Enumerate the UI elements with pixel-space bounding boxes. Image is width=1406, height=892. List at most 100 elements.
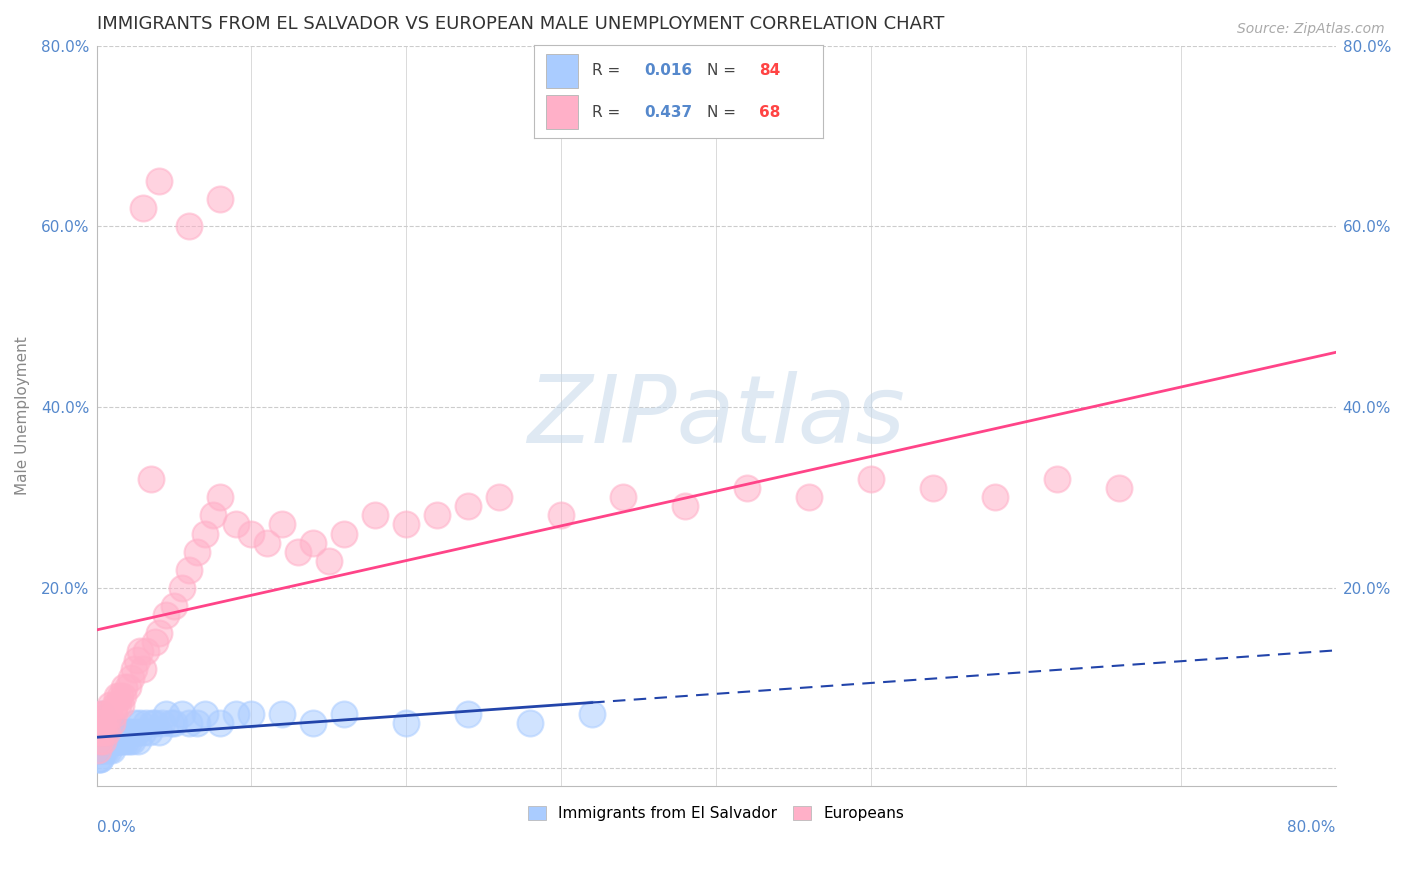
Point bbox=[170, 707, 193, 722]
Point bbox=[100, 725, 122, 739]
Point bbox=[122, 662, 145, 676]
Point bbox=[256, 535, 278, 549]
Point bbox=[96, 734, 118, 748]
Point bbox=[91, 734, 114, 748]
Point bbox=[115, 734, 138, 748]
Point bbox=[101, 725, 124, 739]
Point bbox=[333, 707, 356, 722]
Point bbox=[457, 707, 479, 722]
Point bbox=[519, 716, 541, 731]
FancyBboxPatch shape bbox=[546, 95, 578, 129]
Point bbox=[179, 716, 201, 731]
Point bbox=[921, 481, 943, 495]
Point bbox=[114, 680, 136, 694]
Point bbox=[108, 725, 131, 739]
Text: 0.016: 0.016 bbox=[644, 63, 692, 78]
Point bbox=[90, 707, 112, 722]
Point bbox=[103, 725, 125, 739]
Point bbox=[90, 734, 112, 748]
Point bbox=[124, 716, 146, 731]
Point bbox=[91, 743, 114, 757]
Point bbox=[103, 734, 125, 748]
Point bbox=[111, 734, 134, 748]
Point bbox=[87, 743, 110, 757]
Text: 80.0%: 80.0% bbox=[1286, 820, 1336, 835]
Point bbox=[148, 725, 170, 739]
Point bbox=[179, 219, 201, 234]
Point bbox=[426, 508, 449, 523]
Point bbox=[96, 725, 118, 739]
Point bbox=[155, 707, 177, 722]
Point bbox=[94, 734, 117, 748]
Point bbox=[108, 689, 131, 703]
Point bbox=[194, 526, 217, 541]
Point bbox=[90, 725, 112, 739]
Point bbox=[107, 734, 129, 748]
Point bbox=[132, 202, 155, 216]
Point bbox=[105, 734, 128, 748]
Point bbox=[138, 725, 160, 739]
Point bbox=[87, 725, 110, 739]
Point bbox=[90, 725, 112, 739]
Point bbox=[110, 698, 132, 713]
Point bbox=[94, 716, 117, 731]
Point bbox=[93, 725, 115, 739]
Point bbox=[457, 500, 479, 514]
Point bbox=[118, 734, 141, 748]
Point bbox=[201, 508, 224, 523]
Point bbox=[87, 743, 110, 757]
Point bbox=[89, 752, 111, 766]
Point bbox=[93, 707, 115, 722]
Y-axis label: Male Unemployment: Male Unemployment bbox=[15, 336, 30, 495]
Point bbox=[209, 491, 232, 505]
FancyBboxPatch shape bbox=[546, 54, 578, 87]
Point bbox=[97, 725, 120, 739]
Point bbox=[103, 707, 125, 722]
Point bbox=[129, 716, 152, 731]
Point bbox=[87, 752, 110, 766]
Point bbox=[550, 508, 572, 523]
Point bbox=[302, 716, 325, 731]
Point bbox=[581, 707, 603, 722]
Text: R =: R = bbox=[592, 104, 626, 120]
Point bbox=[150, 716, 173, 731]
Point bbox=[984, 491, 1007, 505]
Text: IMMIGRANTS FROM EL SALVADOR VS EUROPEAN MALE UNEMPLOYMENT CORRELATION CHART: IMMIGRANTS FROM EL SALVADOR VS EUROPEAN … bbox=[97, 15, 943, 33]
Point bbox=[91, 716, 114, 731]
Point bbox=[1046, 472, 1069, 486]
Point bbox=[209, 192, 232, 206]
Text: Source: ZipAtlas.com: Source: ZipAtlas.com bbox=[1237, 22, 1385, 37]
Point bbox=[129, 644, 152, 658]
Point bbox=[170, 581, 193, 595]
Point bbox=[107, 725, 129, 739]
Point bbox=[89, 725, 111, 739]
Point bbox=[117, 725, 139, 739]
Point bbox=[87, 716, 110, 731]
Point bbox=[271, 707, 294, 722]
Legend: Immigrants from El Salvador, Europeans: Immigrants from El Salvador, Europeans bbox=[522, 800, 910, 827]
Point bbox=[120, 725, 142, 739]
Point bbox=[93, 725, 115, 739]
Point bbox=[125, 653, 148, 667]
Point bbox=[107, 698, 129, 713]
Point bbox=[91, 734, 114, 748]
Point bbox=[91, 725, 114, 739]
Point bbox=[100, 698, 122, 713]
Point bbox=[90, 707, 112, 722]
Point bbox=[86, 743, 108, 757]
Point bbox=[125, 725, 148, 739]
Point bbox=[148, 626, 170, 640]
Point bbox=[90, 743, 112, 757]
Point bbox=[87, 734, 110, 748]
Point bbox=[132, 662, 155, 676]
Point bbox=[225, 517, 247, 532]
Point bbox=[114, 725, 136, 739]
Point bbox=[97, 734, 120, 748]
Point bbox=[89, 752, 111, 766]
Point bbox=[194, 707, 217, 722]
Point bbox=[333, 526, 356, 541]
Point bbox=[93, 743, 115, 757]
Point bbox=[97, 707, 120, 722]
Point bbox=[240, 526, 263, 541]
Point bbox=[240, 707, 263, 722]
